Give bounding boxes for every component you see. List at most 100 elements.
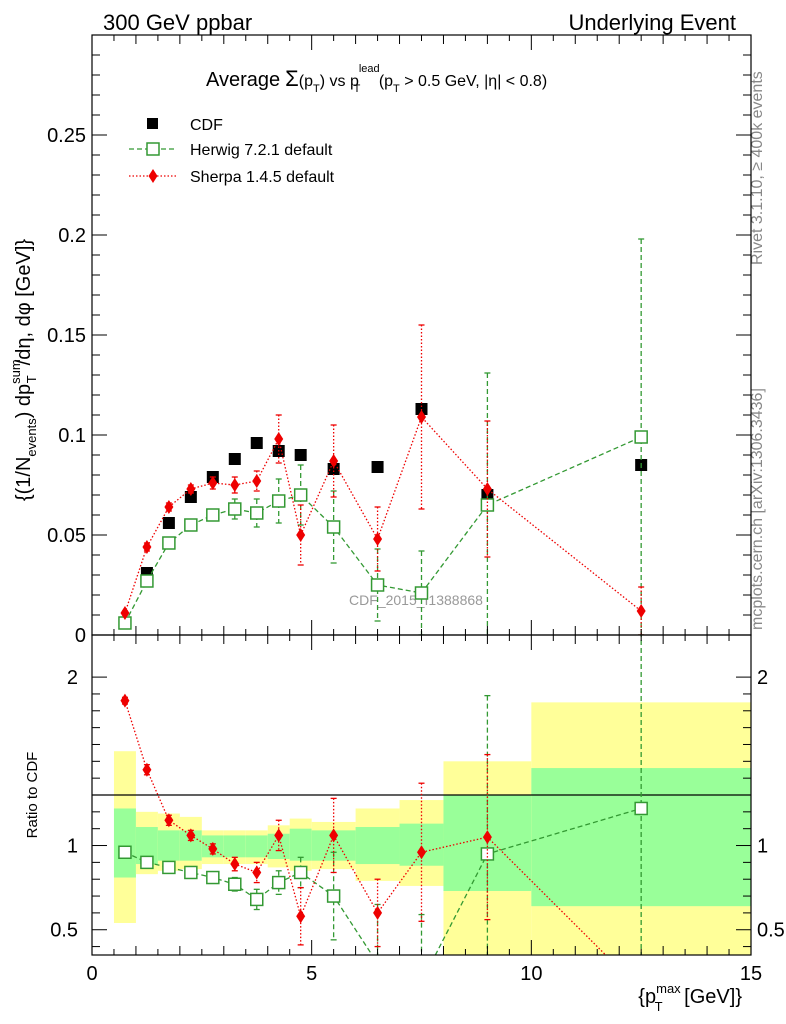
herwig-ratio-point [206, 870, 220, 885]
ratio-frame [91, 634, 752, 956]
main-ylabel: {(1/Nevents) dpsumT/dη, dφ [GeV]} [8, 239, 39, 501]
analysis-watermark: CDF_2015_I1388868 [349, 592, 483, 608]
sherpa-ratio-point [252, 865, 262, 880]
ratio-ytick-label-right: 0.5 [757, 920, 785, 942]
sherpa-ratio-point [296, 909, 306, 924]
sherpa-main-line [124, 415, 642, 614]
ratio-band-inner [245, 835, 268, 858]
ratio-band-inner [157, 830, 180, 861]
sherpa-main-point [252, 474, 262, 488]
ratio-ylabel: Ratio to CDF [24, 752, 41, 839]
herwig-ratio-point [118, 845, 132, 860]
ratio-band-inner [179, 830, 202, 861]
sherpa-ratio-line [124, 700, 607, 955]
herwig-ratio-point [271, 875, 286, 890]
ratio-band-inner [223, 835, 246, 858]
herwig-ratio-point [634, 801, 648, 816]
sherpa-ratio-point [186, 828, 196, 843]
sherpa-main-point [417, 410, 426, 424]
cdf-point [250, 437, 263, 449]
herwig-ratio-point [250, 892, 264, 907]
x-tick-label: 5 [306, 963, 317, 985]
herwig-main-point [140, 574, 154, 588]
cdf-point [327, 463, 340, 475]
ratio-band-inner [135, 827, 158, 865]
ratio-band-layer [113, 702, 751, 955]
herwig-ratio-point [326, 889, 341, 903]
herwig-main-point [370, 578, 385, 592]
main-ytick-label: 0.25 [47, 125, 86, 147]
header-right: Underlying Event [568, 10, 736, 35]
herwig-ratio-point [416, 976, 428, 988]
sherpa-main-point [482, 482, 492, 496]
ratio-ytick-label: 2 [67, 667, 78, 689]
legend-marker-sherpa [148, 169, 158, 183]
legend-label-herwig: Herwig 7.2.1 default [190, 142, 333, 159]
herwig-main-point [414, 586, 429, 600]
x-axis-label: {pmax T [GeV]} [638, 981, 742, 1014]
legend-label-sherpa: Sherpa 1.4.5 default [190, 169, 335, 186]
sherpa-main-point [296, 528, 306, 542]
legend: CDF Herwig 7.2.1 default Sherpa 1.4.5 de… [129, 117, 335, 186]
sherpa-main-point [636, 604, 646, 618]
sherpa-ratio-point [142, 762, 152, 777]
main-title: Average Σ(pT) vs plead T (pT > 0.5 GeV, |η… [206, 63, 547, 95]
ratio-band-inner [289, 828, 312, 861]
ratio-ytick-label-right: 2 [757, 667, 768, 689]
cdf-point [228, 453, 241, 465]
cdf-point [184, 491, 197, 503]
main-ytick-label: 0 [75, 625, 86, 647]
watermark-layer: CDF_2015_I1388868 [349, 592, 483, 608]
sherpa-main-point [329, 454, 339, 468]
ratio-ytick-label: 1 [67, 836, 78, 858]
sherpa-main-point [274, 432, 284, 446]
herwig-main-point [326, 520, 341, 534]
main-ytick-label: 0.15 [47, 325, 86, 347]
sherpa-ratio-point [208, 841, 218, 856]
cdf-point [162, 517, 175, 529]
ratio-ytick-label: 0.5 [50, 920, 78, 942]
sherpa-ratio-point [417, 845, 426, 860]
ratio-series-layer [118, 635, 648, 988]
sherpa-main-point [120, 606, 130, 620]
sherpa-ratio-point [329, 828, 339, 843]
x-tick-label: 15 [740, 963, 762, 985]
herwig-main-point [271, 494, 286, 508]
ratio-band-inner [267, 833, 290, 859]
ratio-band-inner [355, 827, 400, 865]
herwig-ratio-point [228, 877, 242, 892]
herwig-ratio-point [140, 855, 154, 870]
sherpa-ratio-point [230, 857, 240, 872]
herwig-main-point [206, 508, 220, 522]
ratio-axes: 0.5 0.5 1 1 2 2 0 5 10 15 [50, 635, 785, 985]
sherpa-main-point [208, 476, 218, 490]
sherpa-main-point [164, 500, 174, 514]
cdf-point [294, 449, 307, 461]
header-left: 300 GeV ppbar [103, 10, 252, 35]
herwig-ratio-point [184, 865, 198, 880]
sherpa-main-point [230, 478, 240, 492]
herwig-ratio-point [293, 865, 308, 880]
main-ytick-label: 0.1 [58, 425, 86, 447]
sherpa-main-point [142, 540, 152, 554]
sherpa-ratio-point [482, 830, 492, 845]
sherpa-ratio-point [164, 813, 174, 828]
herwig-main-point [250, 506, 264, 520]
mcplots-label: mcplots.cern.ch [arXiv:1306.3436] [749, 388, 766, 630]
sherpa-ratio-point [274, 828, 284, 843]
herwig-main-point [293, 488, 308, 502]
sherpa-ratio-point [373, 905, 383, 920]
herwig-main-point [162, 536, 176, 550]
herwig-main-point [228, 502, 242, 516]
ratio-band-inner [113, 808, 136, 878]
main-ytick-label: 0.2 [58, 225, 86, 247]
sherpa-main-point [373, 532, 383, 546]
legend-marker-cdf [147, 118, 158, 129]
sherpa-main-point [186, 482, 196, 496]
ratio-ytick-label-right: 1 [757, 836, 768, 858]
main-ytick-label: 0.05 [47, 525, 86, 547]
legend-marker-herwig [146, 142, 160, 156]
herwig-ratio-point [372, 957, 384, 969]
sherpa-ratio-point [120, 693, 130, 708]
